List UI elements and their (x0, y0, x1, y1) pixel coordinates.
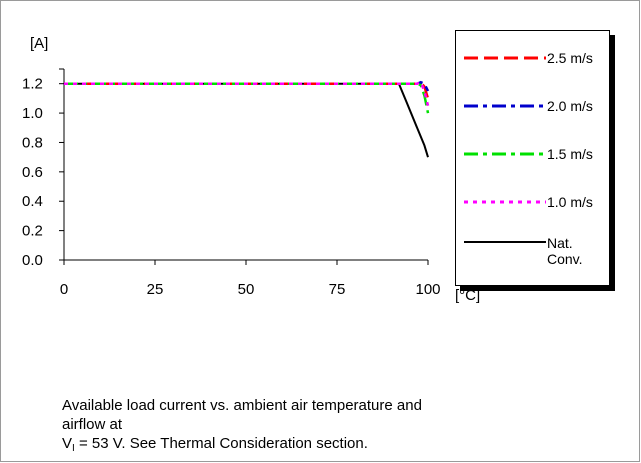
series-line-4 (64, 82, 429, 158)
y-tick-label: 1.2 (22, 76, 43, 93)
caption-line-2: airflow at (62, 416, 123, 433)
y-tick-label: 1.0 (22, 105, 43, 122)
legend-item-3: 1.0 m/s (456, 187, 611, 227)
x-tick-label: 25 (147, 281, 164, 298)
legend-swatch-2 (464, 152, 546, 156)
series-lines (64, 80, 430, 158)
legend-item-4: Nat. Conv. (456, 235, 611, 275)
caption-line-3-subscript: I (72, 443, 75, 454)
legend-label-4: Nat. Conv. (547, 235, 583, 267)
caption-line-1: Available load current vs. ambient air t… (62, 397, 422, 414)
series-line-3 (64, 80, 430, 106)
y-tick-label: 0.0 (22, 252, 43, 269)
caption-line-3-rest: = 53 V. See Thermal Consideration sectio… (74, 435, 368, 452)
caption-line-3-prefix: V (62, 435, 73, 452)
y-tick-label: 0.6 (22, 164, 43, 181)
x-tick-label: 75 (329, 281, 346, 298)
x-tick-label: 50 (238, 281, 255, 298)
legend-swatch-1 (464, 104, 546, 108)
x-axis-label: [°C] (455, 287, 480, 304)
series-line-2 (64, 82, 430, 114)
figure-caption: Available load current vs. ambient air t… (62, 396, 562, 458)
x-tick-label: 100 (415, 281, 440, 298)
legend: 2.5 m/s 2.0 m/s 1.5 m/s 1.0 m/s Nat. Conv. (455, 30, 610, 286)
y-tick-label: 0.4 (22, 193, 43, 210)
legend-item-0: 2.5 m/s (456, 43, 611, 83)
legend-label-3: 1.0 m/s (547, 194, 593, 210)
legend-item-1: 2.0 m/s (456, 91, 611, 131)
y-tick-label: 0.2 (22, 223, 43, 240)
legend-item-2: 1.5 m/s (456, 139, 611, 179)
axis-labels: 0.0 0.2 0.4 0.6 0.8 1.0 1.2 0 25 50 75 100 [A] [°C] (22, 35, 480, 304)
x-tick-label: 0 (60, 281, 68, 298)
series-line-0 (64, 80, 430, 99)
legend-swatch-4 (464, 241, 546, 243)
legend-label-1: 2.0 m/s (547, 98, 593, 114)
legend-label-0: 2.5 m/s (547, 50, 593, 66)
y-tick-label: 0.8 (22, 134, 43, 151)
axes (59, 68, 429, 265)
y-axis-label: [A] (30, 35, 48, 52)
legend-label-2: 1.5 m/s (547, 146, 593, 162)
legend-swatch-0 (464, 56, 546, 60)
